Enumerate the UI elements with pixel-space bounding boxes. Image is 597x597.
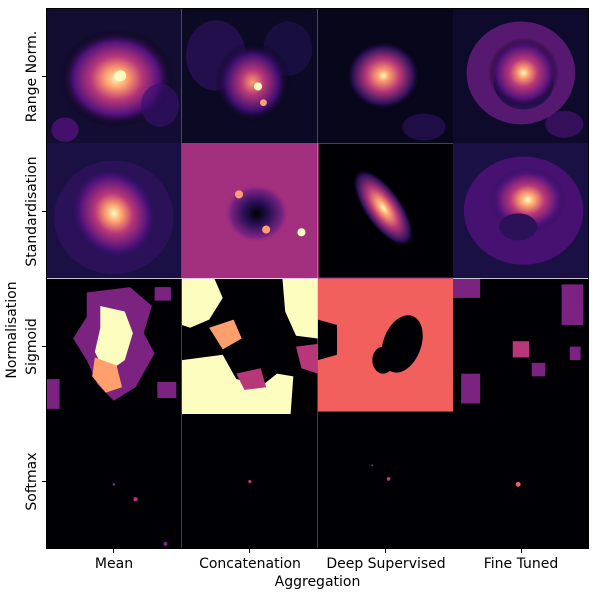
cell-sigmoid-fine-tuned xyxy=(453,278,589,414)
x-tick-label: Fine Tuned xyxy=(483,556,559,572)
cell-range-norm-concatenation xyxy=(181,8,318,144)
cell-softmax-deep-supervised xyxy=(317,413,454,549)
y-tick-mark xyxy=(42,211,46,212)
cell-standardisation-mean xyxy=(46,143,182,279)
x-tick-label: Mean xyxy=(94,556,134,572)
cell-range-norm-deep-supervised xyxy=(317,8,454,144)
x-tick-label: Concatenation xyxy=(199,556,301,572)
cell-range-norm-mean xyxy=(46,8,182,144)
heatmap-grid xyxy=(46,8,589,549)
x-tick-mark xyxy=(113,549,114,553)
x-tick-mark xyxy=(521,549,522,553)
cell-softmax-fine-tuned xyxy=(453,413,589,549)
y-axis-label: Normalisation xyxy=(4,281,20,379)
x-tick-mark xyxy=(385,549,386,553)
y-tick-label: Range Norm. xyxy=(24,30,40,123)
cell-standardisation-concatenation xyxy=(181,143,318,279)
x-axis-label: Aggregation xyxy=(274,574,361,590)
y-tick-mark xyxy=(42,76,46,77)
y-tick-label: Softmax xyxy=(24,452,40,511)
cell-sigmoid-mean xyxy=(46,278,182,414)
cell-standardisation-deep-supervised xyxy=(317,143,454,279)
cell-range-norm-fine-tuned xyxy=(453,8,589,144)
y-tick-mark xyxy=(42,481,46,482)
y-tick-mark xyxy=(42,346,46,347)
cell-softmax-concatenation xyxy=(181,413,318,549)
y-tick-label: Sigmoid xyxy=(24,318,40,375)
x-tick-mark xyxy=(249,549,250,553)
y-tick-label: Standardisation xyxy=(24,156,40,267)
cell-sigmoid-deep-supervised xyxy=(317,278,454,414)
cell-softmax-mean xyxy=(46,413,182,549)
cell-sigmoid-concatenation xyxy=(181,278,318,414)
x-tick-label: Deep Supervised xyxy=(326,556,446,572)
cell-standardisation-fine-tuned xyxy=(453,143,589,279)
